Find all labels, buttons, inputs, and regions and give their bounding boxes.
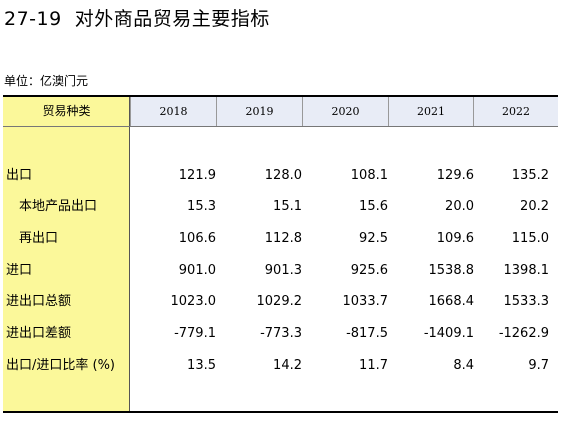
table-cell: 1033.7: [342, 294, 389, 309]
table-cell: 901.0: [178, 263, 216, 278]
table-cell: -817.5: [346, 326, 388, 341]
table-cell: 1023.0: [170, 294, 217, 309]
table-cell: 925.6: [350, 263, 388, 278]
unit-label: 单位：亿澳门元: [4, 74, 89, 88]
table-cell: 15.1: [273, 199, 302, 214]
table-cell: 901.3: [264, 263, 302, 278]
table-row: 本地产品出口 15.3 15.1 15.6 20.0 20.2: [3, 197, 558, 217]
row-label: 进口: [6, 263, 33, 278]
table-cell: 109.6: [436, 231, 474, 246]
table-cell: 129.6: [436, 168, 474, 183]
table-row: 进出口总额 1023.0 1029.2 1033.7 1668.4 1533.3: [3, 292, 558, 312]
year-header: 2019: [216, 97, 302, 126]
table-cell: -1262.9: [498, 326, 549, 341]
table-cell: 1398.1: [503, 263, 550, 278]
year-header: 2021: [388, 97, 473, 126]
row-label: 出口/进口比率 (%): [6, 358, 116, 373]
category-column: [3, 97, 130, 411]
table-cell: 15.3: [187, 199, 216, 214]
table-cell: 92.5: [359, 231, 388, 246]
table-cell: 20.0: [445, 199, 474, 214]
table-cell: 1029.2: [256, 294, 303, 309]
table-cell: -1409.1: [423, 326, 474, 341]
row-label: 进出口总额: [6, 294, 72, 309]
table-cell: -773.3: [260, 326, 302, 341]
table-cell: 135.2: [511, 168, 549, 183]
table-cell: 9.7: [528, 358, 549, 373]
table-cell: 128.0: [264, 168, 302, 183]
table-row: 出口 121.9 128.0 108.1 129.6 135.2: [3, 166, 558, 186]
trade-indicators-table: 贸易种类 2018 2019 2020 2021 2022 出口 121.9 1…: [3, 95, 558, 413]
table-cell: 106.6: [178, 231, 216, 246]
table-cell: 1538.8: [428, 263, 475, 278]
table-cell: -779.1: [174, 326, 216, 341]
table-cell: 115.0: [511, 231, 549, 246]
row-label: 进出口差额: [6, 326, 72, 341]
table-row: 再出口 106.6 112.8 92.5 109.6 115.0: [3, 229, 558, 249]
table-cell: 112.8: [264, 231, 302, 246]
table-cell: 11.7: [359, 358, 388, 373]
table-row: 进口 901.0 901.3 925.6 1538.8 1398.1: [3, 261, 558, 281]
table-cell: 121.9: [178, 168, 216, 183]
row-label: 本地产品出口: [19, 199, 98, 214]
table-row: 出口/进口比率 (%) 13.5 14.2 11.7 8.4 9.7: [3, 356, 558, 376]
table-cell: 8.4: [453, 358, 474, 373]
row-label: 再出口: [19, 231, 59, 246]
year-header: 2018: [130, 97, 216, 126]
year-header: 2020: [302, 97, 388, 126]
year-header: 2022: [473, 97, 558, 126]
category-header: 贸易种类: [42, 104, 91, 118]
page-title: 27-19 对外商品贸易主要指标: [4, 8, 270, 30]
table-cell: 1533.3: [503, 294, 550, 309]
table-cell: 13.5: [187, 358, 216, 373]
table-cell: 20.2: [520, 199, 549, 214]
table-cell: 1668.4: [428, 294, 475, 309]
table-header: 贸易种类 2018 2019 2020 2021 2022: [3, 97, 558, 127]
table-row: 进出口差额 -779.1 -773.3 -817.5 -1409.1 -1262…: [3, 324, 558, 344]
table-cell: 15.6: [359, 199, 388, 214]
table-cell: 14.2: [273, 358, 302, 373]
table-cell: 108.1: [350, 168, 388, 183]
row-label: 出口: [6, 168, 33, 183]
